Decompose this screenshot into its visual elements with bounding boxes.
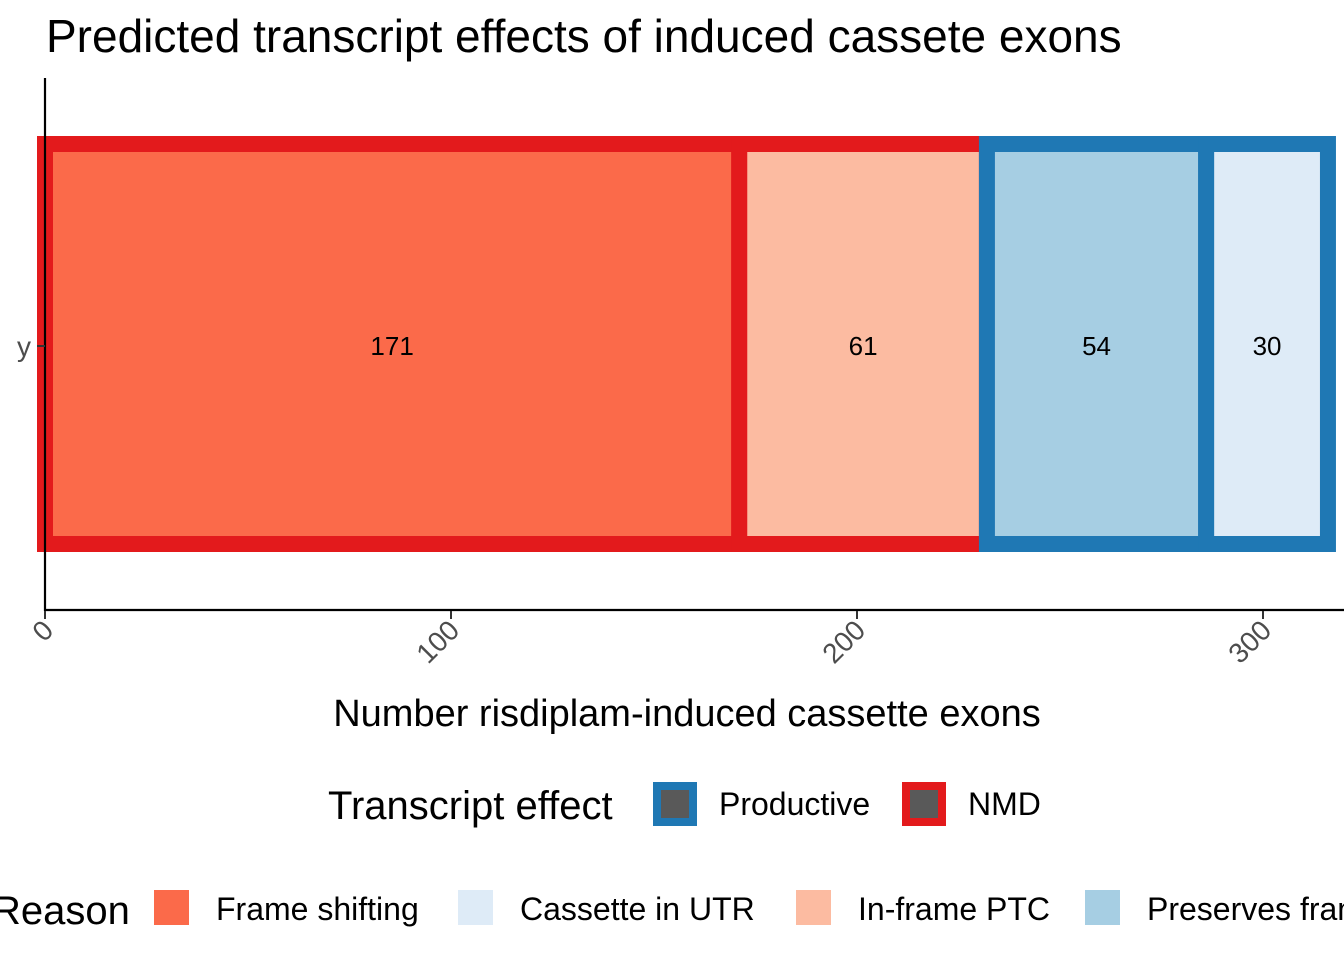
x-ticks-group: 0 100 200 300 [26,611,1277,669]
x-tick-label: 200 [816,614,871,669]
legend-reason: Reason Frame shifting Cassette in UTR In… [0,889,1344,933]
legend-label-preserves-frame: Preserves frame [1147,891,1344,927]
x-tick-label: 300 [1222,614,1277,669]
bar-segment-cassette-in-utr [1198,136,1336,552]
bar-value-label: 54 [1082,331,1111,361]
x-axis-title: Number risdiplam-induced cassette exons [333,693,1041,735]
legend-key-preserves-frame [1085,890,1120,925]
legend-key-frame-shifting [154,890,189,925]
bar-segment-in-frame-ptc [731,136,995,552]
legend-key-productive [653,782,697,826]
bar-value-label: 171 [370,331,413,361]
bar-value-label: 61 [849,331,878,361]
chart-title: Predicted transcript effects of induced … [46,10,1122,62]
legend-key-in-frame-ptc [796,890,831,925]
x-tick-label: 0 [26,614,59,647]
bar-labels-group: 171 61 54 30 [370,331,1281,361]
x-tick-label: 100 [410,614,465,669]
legend-label-in-frame-ptc: In-frame PTC [858,891,1050,927]
legend-key-nmd [902,782,946,826]
y-tick-label: y [17,331,31,362]
bar-value-label: 30 [1253,331,1282,361]
legend-label-frame-shifting: Frame shifting [216,891,419,927]
bars-group [37,136,1336,552]
legend-reason-title: Reason [0,889,130,933]
bar-segment-preserves-frame [978,136,1215,552]
legend-label-nmd: NMD [968,786,1041,822]
legend-label-productive: Productive [719,786,870,822]
legend-transcript-effect: Transcript effect Productive NMD [328,782,1041,828]
legend-effect-title: Transcript effect [328,784,613,828]
legend-label-cassette-in-utr: Cassette in UTR [520,891,755,927]
legend-key-cassette-in-utr [458,890,493,925]
